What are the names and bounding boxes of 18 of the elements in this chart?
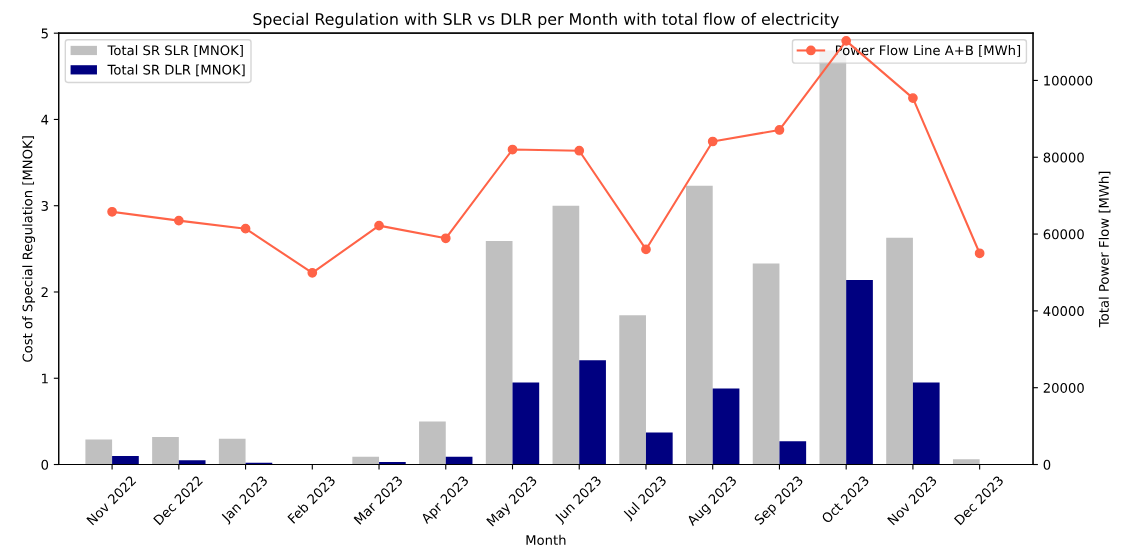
y2-axis-title: Total Power Flow [MWh] (1098, 171, 1111, 328)
y-axis-title: Cost of Special Regulation [MNOK] (22, 136, 36, 362)
y-tick-label: 1 (42, 373, 48, 384)
y2-tick-label: 20000 (1043, 382, 1084, 393)
y2-tick-label: 0 (1043, 459, 1051, 470)
y-tick-label: 0 (41, 459, 49, 470)
y-tick-label: 4 (41, 114, 49, 125)
y2-tick-label: 100000 (1044, 75, 1093, 86)
y-tick-label: 5 (41, 28, 48, 39)
y-tick-label: 3 (41, 200, 48, 211)
y2-tick-label: 80000 (1043, 152, 1084, 163)
chart-title: Special Regulation with SLR vs DLR per Month with total flow of electricity (253, 12, 839, 29)
y2-tick-label: 60000 (1043, 229, 1084, 240)
y2-tick-label: 40000 (1043, 306, 1084, 317)
y-tick-label: 2 (41, 287, 48, 297)
x-axis-title: Month (526, 534, 566, 546)
legend-label: Total SR SLR [MNOK] (107, 45, 243, 57)
legend-label: Total SR DLR [MNOK] (107, 64, 245, 77)
